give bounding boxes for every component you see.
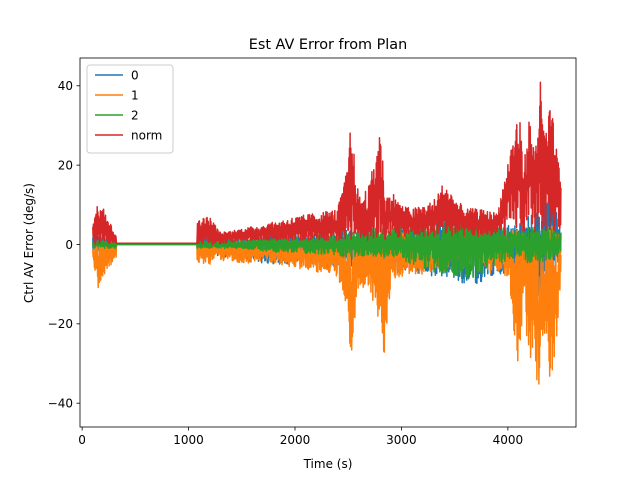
legend-label-norm: norm	[131, 128, 162, 142]
y-tick-label: 20	[58, 158, 73, 172]
plot-frame	[79, 57, 577, 428]
y-tick-label: −20	[48, 317, 73, 331]
legend-box	[86, 64, 174, 154]
legend-label-0: 0	[131, 68, 139, 82]
x-tick-label: 1000	[173, 433, 204, 447]
x-tick-label: 0	[78, 433, 86, 447]
legend: 0 1 2 norm	[86, 64, 174, 154]
x-tick-label: 4000	[493, 433, 524, 447]
x-tick-label: 3000	[386, 433, 417, 447]
legend-label-2: 2	[131, 108, 139, 122]
series-line-norm	[92, 81, 562, 246]
x-axis-label: Time (s)	[303, 457, 353, 471]
y-tick-label: 40	[58, 79, 73, 93]
x-tick-label: 2000	[280, 433, 311, 447]
y-tick-label: 0	[65, 238, 73, 252]
chart-title: Est AV Error from Plan	[249, 37, 407, 53]
y-tick-label: −40	[48, 396, 73, 410]
series-layer	[92, 81, 562, 385]
y-axis-label: Ctrl AV Error (deg/s)	[22, 183, 36, 303]
legend-label-1: 1	[131, 88, 139, 102]
